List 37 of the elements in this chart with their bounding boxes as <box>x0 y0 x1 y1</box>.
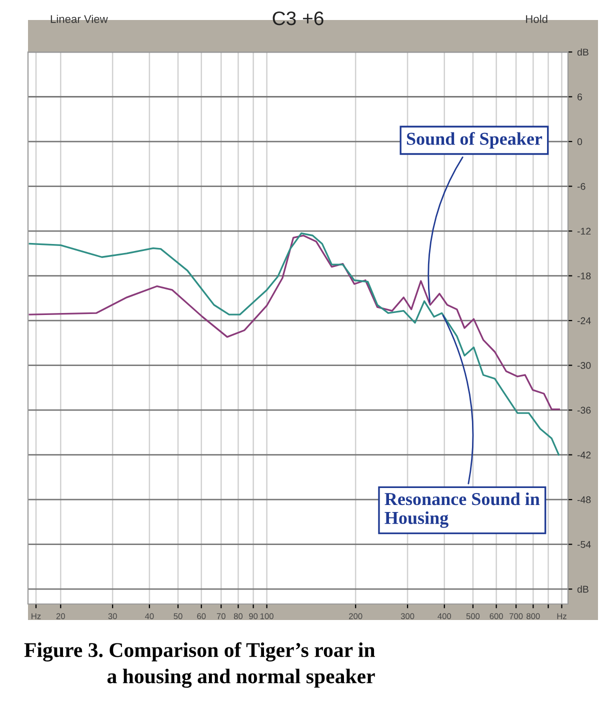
y-tick-label: dB <box>577 48 588 56</box>
y-tick-label: dB <box>577 586 588 593</box>
text: Resonance Sound in Housing <box>384 492 540 528</box>
y-tick-label: -48 <box>577 496 591 504</box>
x-tick-label: 50 <box>174 613 182 620</box>
y-tick-label: 6 <box>578 93 582 100</box>
y-tick-label: 0 <box>577 138 582 146</box>
text: Hold <box>526 14 548 23</box>
y-tick-label: -36 <box>577 406 591 414</box>
y-tick-label: -18 <box>577 272 591 280</box>
chart-title: C3 +6 <box>272 11 324 26</box>
x-tick-label: 300 <box>400 613 414 620</box>
x-tick-label: 40 <box>144 613 154 620</box>
y-tick-label: -42 <box>577 452 591 458</box>
x-tick-label: 20 <box>56 613 65 620</box>
y-tick-label: -6 <box>577 183 586 190</box>
x-tick-label: 800 <box>526 613 540 620</box>
y-tick-label: -54 <box>577 541 591 548</box>
x-tick-label: 600 <box>490 613 503 620</box>
x-tick-label: 90 <box>249 613 258 620</box>
x-tick-label: Hz <box>32 613 41 620</box>
x-tick-label: 100 <box>260 613 274 620</box>
y-tick-label: -24 <box>577 317 591 324</box>
x-tick-label: 70 <box>216 613 226 620</box>
x-tick-label: 400 <box>438 613 452 620</box>
y-tick-label: -12 <box>577 228 591 235</box>
x-tick-label: Hz <box>557 613 566 620</box>
text: Linear View <box>50 14 108 23</box>
x-tick-label: 200 <box>349 613 362 620</box>
text: Sound of Speaker <box>406 132 542 149</box>
x-tick-label: 80 <box>234 613 243 620</box>
x-tick-label: 60 <box>197 613 206 620</box>
x-tick-label: 700 <box>510 613 523 620</box>
x-tick-label: 30 <box>108 613 117 620</box>
y-tick-label: -30 <box>577 362 591 369</box>
x-tick-label: 500 <box>466 613 480 620</box>
caption: Figure 3. Comparison of Tiger’s roar in a housing and normal speaker <box>24 642 375 688</box>
